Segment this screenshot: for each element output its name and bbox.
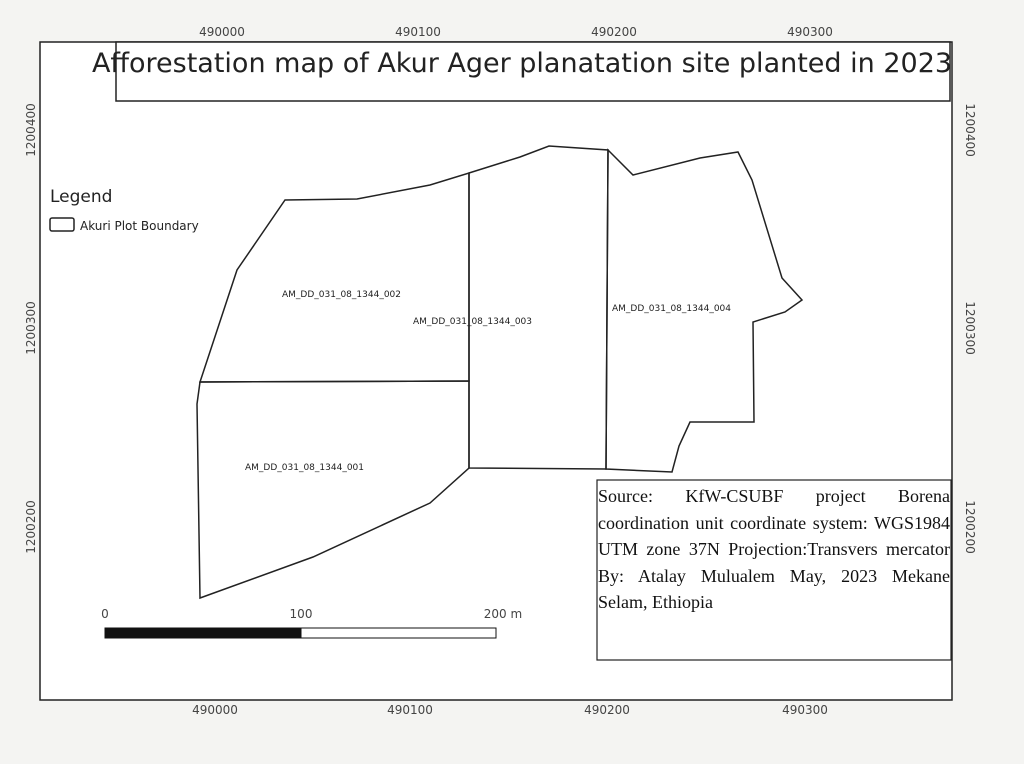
- grid-label-top: 490100: [395, 25, 441, 39]
- plot-label: AM_DD_031_08_1344_004: [612, 304, 731, 314]
- grid-label-bottom: 490200: [584, 703, 630, 717]
- scale-label: 200 m: [484, 607, 522, 621]
- scale-label: 100: [290, 607, 313, 621]
- grid-label-top: 490300: [787, 25, 833, 39]
- grid-label-bottom: 490100: [387, 703, 433, 717]
- map-title: Afforestation map of Akur Ager planatati…: [92, 48, 952, 79]
- scale-bar-segment: [300, 627, 497, 639]
- grid-label-top: 490200: [591, 25, 637, 39]
- grid-label-left: 1200200: [24, 500, 38, 553]
- grid-label-left: 1200300: [24, 301, 38, 354]
- grid-label-right: 1200400: [963, 103, 977, 156]
- grid-label-left: 1200400: [24, 103, 38, 156]
- plot-label: AM_DD_031_08_1344_001: [245, 463, 364, 473]
- plot-label: AM_DD_031_08_1344_003: [413, 317, 532, 327]
- grid-label-top: 490000: [199, 25, 245, 39]
- plot-label: AM_DD_031_08_1344_002: [282, 290, 401, 300]
- grid-label-right: 1200200: [963, 500, 977, 553]
- title-box: [115, 41, 951, 102]
- scale-bar-segment: [104, 627, 302, 639]
- source-text: Source: KfW-CSUBF project Borena coordin…: [598, 486, 950, 612]
- legend-symbol: [49, 217, 75, 232]
- legend-item: Akuri Plot Boundary: [80, 219, 199, 233]
- grid-label-bottom: 490000: [192, 703, 238, 717]
- plot-boundary: [605, 148, 804, 473]
- source-box: [596, 479, 952, 661]
- grid-label-bottom: 490300: [782, 703, 828, 717]
- plot-boundary: [196, 380, 470, 600]
- legend-title: Legend: [50, 187, 112, 207]
- plot-boundaries: [196, 145, 804, 600]
- grid-label-right: 1200300: [963, 301, 977, 354]
- scale-label: 0: [101, 607, 109, 621]
